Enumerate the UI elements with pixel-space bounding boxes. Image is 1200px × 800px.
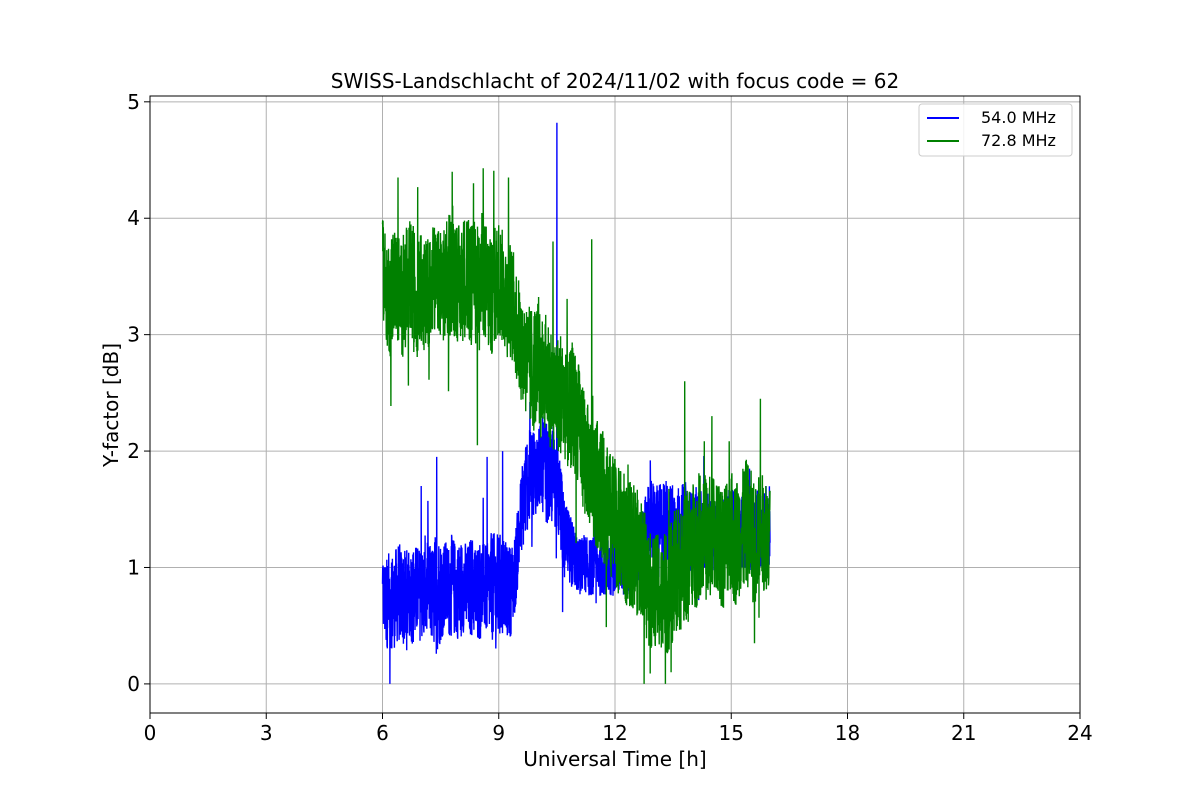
y-tick-label: 3: [127, 323, 140, 347]
plot-area: [381, 122, 771, 684]
x-tick-label: 6: [376, 721, 389, 745]
x-tick-label: 18: [835, 721, 860, 745]
x-tick-label: 0: [144, 721, 157, 745]
series-line-1: [381, 168, 771, 684]
x-tick-label: 3: [260, 721, 273, 745]
x-tick-label: 15: [719, 721, 744, 745]
y-tick-label: 1: [127, 555, 140, 579]
x-tick-label: 24: [1067, 721, 1092, 745]
x-tick-label: 21: [951, 721, 976, 745]
legend-label: 54.0 MHz: [981, 108, 1056, 127]
legend-label: 72.8 MHz: [981, 131, 1056, 150]
x-tick-label: 12: [602, 721, 627, 745]
x-axis-label: Universal Time [h]: [523, 747, 706, 771]
y-tick-label: 0: [127, 672, 140, 696]
x-axis: 0 3 6 9 12 15 18 21 24: [144, 713, 1093, 745]
y-axis: 0 1 2 3 4 5: [127, 90, 150, 696]
chart-title: SWISS-Landschlacht of 2024/11/02 with fo…: [331, 69, 899, 93]
grid: [149, 96, 1081, 713]
y-tick-label: 5: [127, 90, 140, 114]
legend: 54.0 MHz 72.8 MHz: [918, 103, 1073, 157]
y-axis-label: Y-factor [dB]: [99, 343, 123, 468]
x-tick-label: 9: [492, 721, 505, 745]
y-tick-label: 4: [127, 206, 140, 230]
y-tick-label: 2: [127, 439, 140, 463]
